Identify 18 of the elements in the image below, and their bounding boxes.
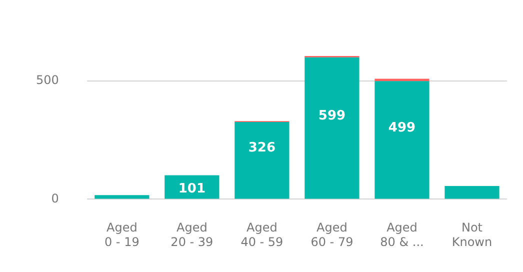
x-tick-label: Aged 60 - 79 xyxy=(310,220,354,249)
bar xyxy=(374,81,430,199)
y-tick-label: 0 xyxy=(51,191,59,206)
x-tick-label: Aged 20 - 39 xyxy=(170,220,214,249)
bar xyxy=(304,57,360,199)
y-tick-label: 500 xyxy=(36,72,59,87)
x-tick-label: Aged 80 & ... xyxy=(380,220,424,249)
data-label: 101 xyxy=(178,182,206,197)
bar xyxy=(374,78,430,82)
x-tick-label: Not Known xyxy=(452,220,492,249)
bar xyxy=(234,122,290,199)
data-label: 599 xyxy=(318,108,346,124)
data-label: 499 xyxy=(388,120,416,136)
x-tick-label: Aged 0 - 19 xyxy=(104,220,140,249)
data-label: 326 xyxy=(248,140,276,156)
x-tick-label: Aged 40 - 59 xyxy=(240,220,284,249)
bar xyxy=(444,186,500,199)
bar xyxy=(94,195,150,199)
